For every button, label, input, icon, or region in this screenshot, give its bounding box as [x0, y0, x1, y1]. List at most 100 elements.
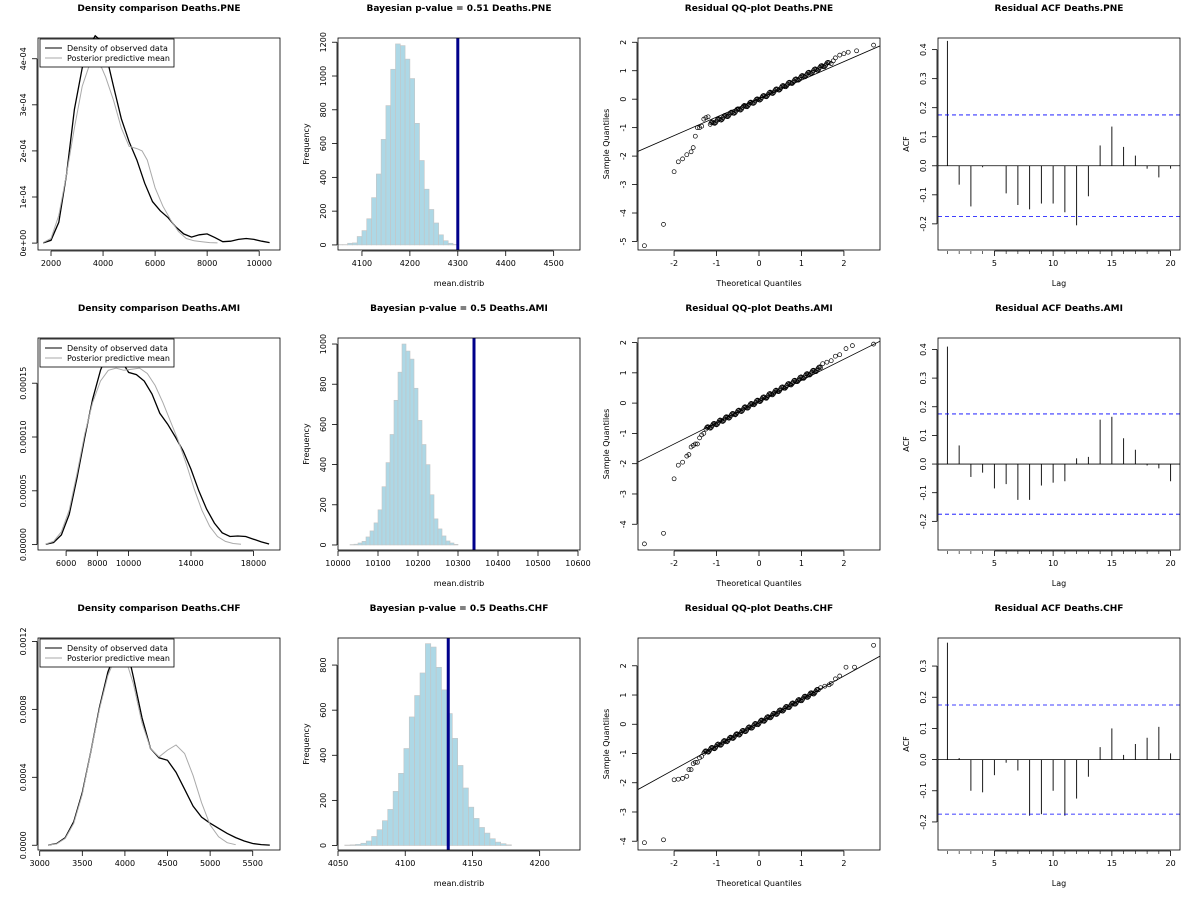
y-tick-label: -3 — [619, 490, 628, 498]
qq-point — [852, 664, 857, 670]
qq-point — [822, 683, 828, 689]
y-tick-label: 0.0000 — [19, 831, 28, 859]
histogram-bar — [376, 173, 382, 246]
x-tick-label: 20 — [1166, 559, 1176, 568]
qq-point — [833, 55, 838, 61]
histogram-bar — [421, 444, 427, 546]
y-tick-label: 3e-04 — [19, 93, 28, 116]
y-tick-label: 0.3 — [919, 372, 928, 385]
legend-label-0: Density of observed data — [67, 344, 168, 353]
histogram-bar — [423, 188, 430, 246]
x-axis-label: Lag — [1052, 279, 1066, 288]
histogram-bar — [401, 343, 407, 546]
x-tick-label: 4000 — [93, 259, 113, 268]
x-tick-label: 8000 — [87, 559, 107, 568]
histogram-bar — [425, 464, 431, 546]
qq-point — [818, 365, 823, 370]
y-tick-label: 0.00005 — [19, 474, 28, 507]
qq-point — [680, 776, 685, 781]
qq-point — [850, 343, 855, 348]
x-tick-label: 14000 — [178, 559, 203, 568]
qq-point — [695, 759, 700, 765]
legend-box — [39, 638, 175, 668]
y-tick-label: 600 — [319, 703, 328, 718]
plot-frame — [937, 337, 1181, 551]
x-tick-label: 0 — [756, 259, 761, 268]
x-axis-label: Lag — [1052, 879, 1066, 888]
histogram-bar — [347, 242, 353, 246]
pne-acf-panel: Residual ACF Deaths.PNE 5 10 15 20 Lag -0.2 -0.… — [902, 4, 1181, 288]
histogram-bar — [414, 695, 421, 846]
plot-frame — [937, 37, 1181, 251]
y-tick-label: 2e-04 — [19, 139, 28, 162]
x-tick-label: 6000 — [56, 559, 76, 568]
chart-title: Bayesian p-value = 0.51 Deaths.PNE — [367, 4, 552, 14]
histogram-bar — [435, 667, 442, 846]
y-tick-label: 0.3 — [919, 72, 928, 85]
chf-acf-panel: Residual ACF Deaths.CHF 5 10 15 20 Lag -0.2 -0.… — [902, 604, 1181, 888]
plot-frame — [637, 37, 881, 251]
y-axis-label: Frequency — [302, 123, 311, 165]
histogram-bar — [353, 543, 359, 546]
histogram-bar — [393, 399, 399, 546]
histogram-bar — [438, 234, 444, 246]
histogram-bar — [390, 68, 396, 246]
y-tick-label: 4e-04 — [19, 47, 28, 70]
x-tick-label: -1 — [713, 859, 721, 868]
y-tick-label: 0.2 — [919, 101, 928, 114]
y-tick-label: 1 — [619, 370, 628, 375]
x-tick-label: -2 — [670, 559, 678, 568]
y-tick-label: 0.0012 — [19, 627, 28, 655]
y-tick-label: 0 — [319, 542, 328, 547]
chart-title: Residual QQ-plot Deaths.CHF — [685, 604, 833, 614]
x-tick-label: 4100 — [352, 259, 372, 268]
x-tick-label: 10 — [1048, 859, 1058, 868]
y-tick-label: 1e-04 — [19, 185, 28, 208]
qq-point — [699, 754, 705, 759]
histogram-bar — [433, 518, 439, 546]
y-tick-label: 1000 — [319, 66, 328, 86]
qq-point — [841, 51, 847, 57]
y-tick-label: -0.1 — [919, 187, 928, 203]
x-tick-label: 10300 — [445, 559, 470, 568]
legend-label-1: Posterior predictive mean — [67, 354, 170, 363]
y-axis-label: ACF — [902, 736, 911, 752]
y-tick-label: -1 — [619, 750, 628, 758]
y-tick-label: -2 — [619, 152, 628, 160]
plot-frame — [37, 637, 281, 851]
x-tick-label: 4500 — [543, 259, 563, 268]
y-tick-label: 0.00010 — [19, 420, 28, 453]
qq-point — [820, 361, 826, 367]
x-tick-label: 2000 — [41, 259, 61, 268]
histogram-bar — [414, 123, 420, 246]
qq-point — [675, 159, 681, 165]
histogram-bar — [417, 420, 423, 546]
x-tick-label: 4100 — [395, 859, 415, 868]
y-axis-label: Frequency — [302, 723, 311, 765]
y-tick-label: -0.1 — [919, 783, 928, 799]
qq-point — [692, 759, 698, 765]
histogram-bar — [437, 528, 443, 546]
y-tick-label: 0.0 — [919, 753, 928, 766]
chf-density-panel: Density comparison Deaths.CHF Density of … — [19, 604, 281, 868]
histogram-bar — [382, 820, 389, 846]
qq-point — [837, 352, 843, 358]
histogram-bar — [361, 230, 368, 246]
histogram-bar — [373, 522, 379, 546]
density-line-posterior — [42, 62, 218, 244]
qq-point — [828, 680, 834, 686]
y-tick-label: 0.0008 — [19, 695, 28, 723]
histogram-bar — [408, 716, 415, 846]
qq-point — [705, 114, 711, 120]
y-tick-label: 800 — [319, 377, 328, 392]
histogram-bar — [449, 542, 455, 546]
plot-frame — [37, 337, 281, 551]
y-tick-label: -1 — [619, 429, 628, 437]
histogram-bar — [352, 242, 358, 246]
qq-point — [675, 776, 681, 782]
histogram-bar — [425, 643, 432, 846]
x-tick-label: 1 — [799, 259, 804, 268]
y-tick-label: 2 — [619, 663, 628, 668]
y-axis-label: ACF — [902, 136, 911, 152]
x-tick-label: 5 — [992, 859, 997, 868]
